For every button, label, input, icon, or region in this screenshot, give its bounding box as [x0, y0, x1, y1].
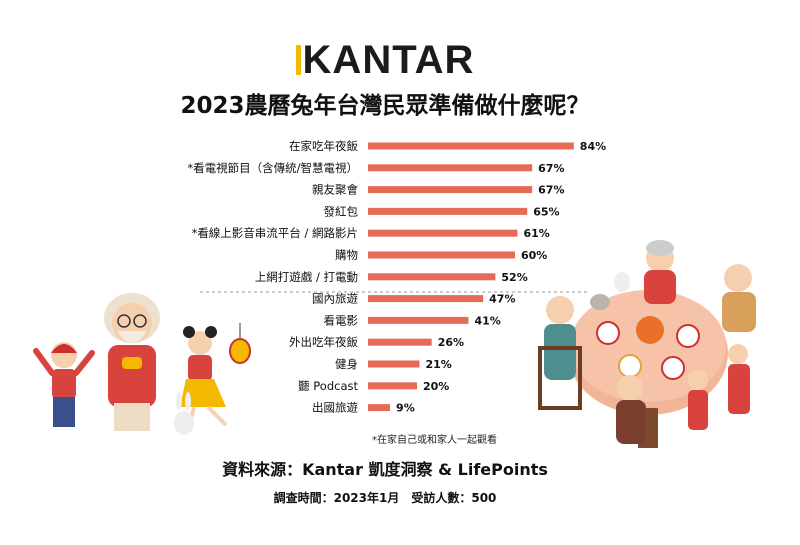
value-label: 65%: [533, 205, 559, 218]
girl-hair-bun-left: [183, 326, 195, 338]
girl-head: [188, 331, 212, 355]
boy-arm: [33, 348, 55, 376]
category-label: 外出吃年夜飯: [289, 335, 358, 349]
bar: [368, 295, 484, 303]
value-label: 61%: [523, 227, 549, 240]
girl-leg-right: [206, 405, 228, 427]
boy-shirt: [52, 369, 76, 399]
footnote: *在家自己或和家人一起觀看: [372, 435, 497, 446]
value-label: 26%: [438, 336, 464, 349]
bar: [368, 142, 574, 150]
grandpa-right-head: [724, 264, 752, 292]
grandma-body: [644, 270, 676, 304]
family-celebration-illustration: [33, 293, 251, 435]
category-label: 出國旅遊: [312, 401, 358, 415]
bar: [368, 404, 391, 412]
dish-icon-3: [676, 324, 700, 348]
category-label: 上網打遊戲 / 打電動: [255, 270, 358, 284]
value-label: 60%: [521, 249, 547, 262]
grandpa-pants: [114, 403, 150, 431]
bar: [368, 186, 533, 194]
category-label: *看電視節目（含傳統/智慧電視）: [187, 161, 358, 175]
girl-top: [188, 355, 212, 381]
bar: [368, 164, 533, 172]
grandpa-beard: [117, 331, 147, 343]
dish-icon: [596, 321, 620, 345]
reunion-dinner-illustration: [538, 240, 756, 448]
category-label: 國內旅遊: [312, 292, 358, 306]
grandma-hair: [646, 240, 674, 256]
bar: [368, 382, 417, 390]
category-label: *看線上影音串流平台 / 網路影片: [192, 226, 358, 240]
dog-icon: [590, 294, 610, 310]
value-label: 41%: [474, 314, 500, 327]
value-label: 52%: [501, 271, 527, 284]
logo-text: KANTAR: [302, 38, 475, 82]
value-label: 47%: [489, 293, 515, 306]
child-right-body: [728, 364, 750, 414]
boy-pants: [53, 397, 75, 427]
dish-icon-5: [661, 356, 685, 380]
chart-title: 2023農曆兔年台灣民眾準備做什麼呢？: [180, 93, 590, 119]
source-line: 資料來源：Kantar 凱度洞察 & LifePoints: [222, 460, 548, 479]
grandpa-glasses-left: [117, 314, 131, 328]
lantern-icon: [229, 338, 251, 364]
rabbit-ear-right: [185, 392, 191, 410]
boy-arm-right: [73, 350, 95, 376]
bar: [368, 338, 432, 346]
grandpa-glasses-right: [133, 314, 147, 328]
rabbit-ear-left: [176, 392, 182, 410]
chair-left: [538, 346, 582, 410]
girl-hair-bun-right: [205, 326, 217, 338]
dish-icon-2: [636, 316, 664, 344]
value-label: 21%: [425, 358, 451, 371]
rabbit-icon: [614, 272, 630, 292]
boy-hat: [51, 344, 77, 353]
category-label: 購物: [335, 248, 358, 262]
category-label: 聽 Podcast: [298, 379, 358, 393]
child-right-head: [728, 344, 748, 364]
logo-accent-bar: [295, 45, 301, 75]
rabbit-body: [174, 411, 194, 435]
survey-info: 調查時間：2023年1月 受訪人數：500: [273, 491, 497, 505]
kantar-logo: KANTAR: [0, 38, 770, 83]
value-label: 84%: [580, 140, 606, 153]
grandpa-right-body: [722, 292, 756, 332]
bar: [368, 316, 469, 324]
value-label: 9%: [396, 402, 415, 415]
dish-icon-4: [618, 354, 642, 378]
category-label: 在家吃年夜飯: [289, 139, 358, 153]
category-label: 看電影: [324, 313, 359, 327]
category-label: 發紅包: [324, 204, 359, 218]
category-label: 親友聚會: [312, 183, 358, 197]
bar: [368, 360, 420, 368]
value-label: 20%: [423, 380, 449, 393]
bar: [368, 273, 496, 281]
child-body: [688, 390, 708, 430]
woman-body: [616, 400, 646, 444]
grandpa-hands: [122, 357, 142, 369]
man-left-body: [544, 324, 576, 380]
value-label: 67%: [538, 184, 564, 197]
grandpa-robe: [108, 345, 156, 407]
table-top-edge: [570, 290, 726, 402]
value-label: 67%: [538, 162, 564, 175]
woman-head: [617, 375, 643, 401]
child-head: [688, 370, 708, 390]
bar: [368, 251, 515, 259]
bar: [368, 229, 518, 237]
category-label: 健身: [335, 357, 358, 371]
bar: [368, 207, 528, 215]
girl-skirt: [180, 379, 226, 407]
man-left-head: [546, 296, 574, 324]
bar-chart: 在家吃年夜飯 84% *看電視節目（含傳統/智慧電視） 67% 親友聚會 67% 發紅包 65…: [187, 139, 606, 415]
